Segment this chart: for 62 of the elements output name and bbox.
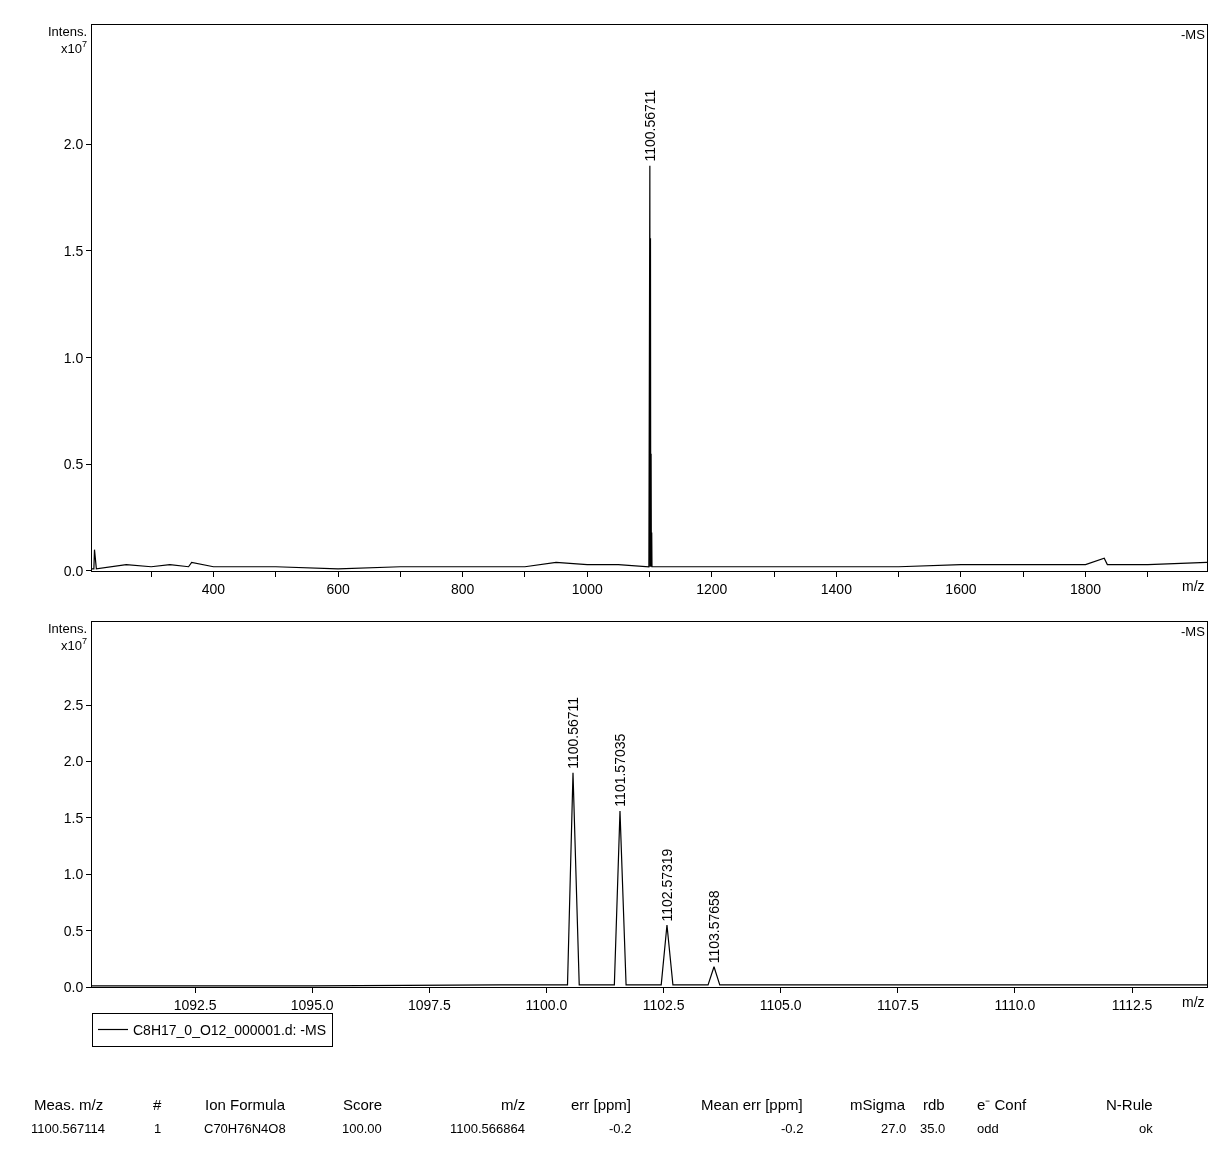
text: 1100.567114 <box>31 1121 105 1136</box>
y-tick-label: 1.0 <box>63 349 84 366</box>
annotation: 1100.56711 <box>642 89 659 162</box>
x-axis-title: m/z <box>1182 578 1205 594</box>
text: C70H76N4O8 <box>204 1121 286 1136</box>
x-tick-label: 1400 <box>820 580 853 597</box>
text: 100.00 <box>342 1121 382 1136</box>
x-tick-label: 1110.0 <box>994 996 1036 1013</box>
text: odd <box>977 1121 999 1136</box>
text: ok <box>1139 1121 1154 1136</box>
x-tick-label: 1107.5 <box>876 996 919 1013</box>
annotation: 1103.57658 <box>705 890 722 964</box>
text: Score <box>343 1096 383 1113</box>
text: 27.0 <box>881 1121 907 1136</box>
text: rdb <box>923 1096 945 1113</box>
text: err [ppm] <box>571 1096 632 1113</box>
y-tick-label: 0.5 <box>63 922 84 939</box>
text: m/z <box>501 1096 526 1113</box>
annotation: 1100.56711 <box>565 696 582 769</box>
x-tick-label: 400 <box>201 580 226 597</box>
x-tick-label: 1200 <box>696 580 728 597</box>
text: Mean err [ppm] <box>701 1096 803 1113</box>
x-tick-label: 1092.5 <box>173 996 217 1013</box>
y-tick-label: 0.0 <box>63 562 84 579</box>
y-tick-label: 2.0 <box>63 136 84 153</box>
y-axis-title: Intens. x10$^{7}$ <box>48 24 88 56</box>
annotation: -MS <box>1181 27 1206 42</box>
y-tick-label: 1.5 <box>63 809 84 826</box>
text: -0.2 <box>781 1121 804 1136</box>
legend-label: C8H17_0_O12_000001.d: -MS <box>133 1021 327 1038</box>
y-tick-label: 2.0 <box>63 753 84 770</box>
x-tick-label: 1095.0 <box>290 996 334 1013</box>
x-tick-label: 800 <box>450 580 475 597</box>
text: Meas. m/z <box>34 1096 104 1113</box>
x-tick-label: 1100.0 <box>525 996 568 1013</box>
annotation: 1102.57319 <box>659 848 676 922</box>
text: 1 <box>154 1121 162 1136</box>
y-tick-label: 0.5 <box>63 456 84 473</box>
annotation: -MS <box>1181 624 1206 639</box>
y-tick-label: 1.5 <box>63 242 84 259</box>
x-tick-label: 600 <box>326 580 350 597</box>
annotation: 1101.57035 <box>612 733 629 807</box>
x-tick-label: 1112.5 <box>1111 996 1153 1013</box>
y-tick-label: 0.0 <box>63 978 84 995</box>
y-axis-title: Intens. x10$^{7}$ <box>48 621 88 653</box>
x-tick-label: 1105.0 <box>759 996 802 1013</box>
x-tick-label: 1097.5 <box>407 996 451 1013</box>
text: Ion Formula <box>205 1096 286 1113</box>
text: mSigma <box>850 1096 906 1113</box>
text: N-Rule <box>1106 1096 1153 1113</box>
text: 35.0 <box>920 1121 946 1136</box>
x-tick-label: 1000 <box>571 580 603 597</box>
text: 1100.566864 <box>450 1121 525 1136</box>
y-tick-label: 2.5 <box>63 697 84 714</box>
x-axis-title: m/z <box>1182 994 1205 1010</box>
x-tick-label: 1102.5 <box>642 996 685 1013</box>
text: # <box>153 1096 162 1113</box>
y-tick-label: 1.0 <box>63 866 84 883</box>
text: e⁻ Conf <box>977 1096 1028 1113</box>
text: -0.2 <box>609 1121 632 1136</box>
x-tick-label: 1600 <box>945 580 977 597</box>
x-tick-label: 1800 <box>1069 580 1102 597</box>
